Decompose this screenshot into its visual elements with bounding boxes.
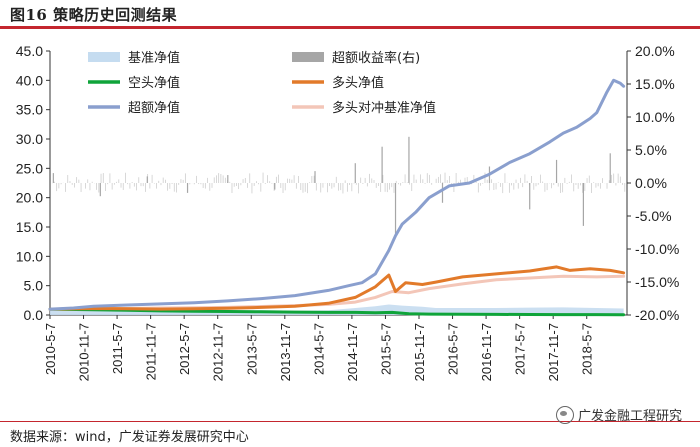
left-tick-label: 0.0 <box>24 307 44 323</box>
x-tick-label: 2014-11-7 <box>345 323 360 381</box>
x-tick-label: 2010-11-7 <box>77 323 92 381</box>
legend-swatch <box>88 52 120 62</box>
x-tick-label: 2011-11-7 <box>144 323 159 380</box>
left-tick-label: 25.0 <box>16 160 43 176</box>
left-tick-label: 35.0 <box>16 102 43 118</box>
x-tick-label: 2013-5-7 <box>244 323 259 375</box>
x-tick-label: 2012-11-7 <box>211 323 226 381</box>
x-tick-label: 2018-5-7 <box>580 323 595 375</box>
right-tick-label: -5.0% <box>635 208 672 224</box>
x-tick-label: 2017-5-7 <box>513 323 528 375</box>
legend-label: 多头对冲基准净值 <box>332 100 436 116</box>
left-tick-label: 20.0 <box>16 190 43 206</box>
x-tick-label: 2017-11-7 <box>546 323 561 381</box>
left-tick-label: 5.0 <box>24 278 44 294</box>
left-tick-label: 15.0 <box>16 219 43 235</box>
short-nav-line <box>48 307 626 317</box>
x-tick-label: 2011-5-7 <box>110 323 125 374</box>
figure-title: 图16 策略历史回测结果 <box>10 6 178 24</box>
right-tick-label: -10.0% <box>635 241 679 257</box>
wechat-icon <box>555 405 574 424</box>
x-tick-label: 2012-5-7 <box>177 323 192 375</box>
x-tick-label: 2015-5-7 <box>378 323 393 375</box>
x-tick-label: 2015-11-7 <box>412 323 427 381</box>
x-tick-label: 2014-5-7 <box>311 323 326 375</box>
x-tick-label: 2016-5-7 <box>446 323 461 375</box>
excess-nav-line <box>48 78 626 311</box>
left-tick-label: 10.0 <box>16 248 43 264</box>
data-source: 数据来源：wind，广发证券发展研究中心 <box>10 430 249 445</box>
right-tick-label: -20.0% <box>635 307 679 323</box>
bottom-rule <box>0 421 700 422</box>
left-tick-label: 45.0 <box>16 43 43 59</box>
left-tick-label: 40.0 <box>16 72 43 88</box>
long-nav-line <box>48 265 626 311</box>
legend-swatch <box>292 52 324 62</box>
x-tick-label: 2016-11-7 <box>479 323 494 381</box>
title-rule <box>0 26 700 29</box>
right-tick-label: 5.0% <box>635 142 667 158</box>
right-tick-label: 10.0% <box>635 109 675 125</box>
watermark: 广发金融工程研究 <box>555 405 682 424</box>
x-tick-label: 2010-5-7 <box>43 323 58 375</box>
legend-label: 超额净值 <box>128 100 180 116</box>
legend-label: 超额收益率(右) <box>332 50 420 66</box>
right-tick-label: 0.0% <box>635 175 667 191</box>
legend-label: 空头净值 <box>128 75 180 91</box>
chart-svg: 0.0 5.0 10.0 15.0 20.0 25.0 30.0 35.0 40.0 45.0 -2… <box>16 43 680 381</box>
right-tick-label: 20.0% <box>635 43 675 59</box>
x-tick-label: 2013-11-7 <box>278 323 293 381</box>
watermark-text: 广发金融工程研究 <box>577 409 682 424</box>
right-tick-label: -15.0% <box>635 274 679 290</box>
legend-label: 基准净值 <box>128 50 180 66</box>
right-tick-label: 15.0% <box>635 76 675 92</box>
chart-container: 0.0 5.0 10.0 15.0 20.0 25.0 30.0 35.0 40.0 45.0 -2… <box>0 32 700 422</box>
legend-label: 多头净值 <box>332 75 384 91</box>
left-tick-label: 30.0 <box>16 131 43 147</box>
